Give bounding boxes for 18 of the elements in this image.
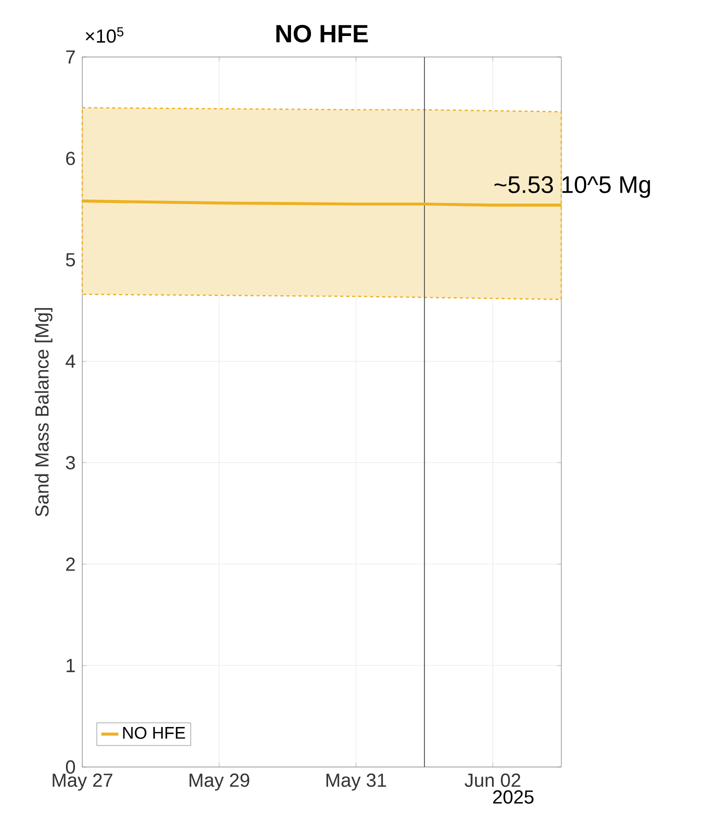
y-tick-label: 4 <box>66 354 76 368</box>
x-tick-label: May 29 <box>190 774 250 791</box>
text: 2025 <box>493 790 534 804</box>
y-tick-label: 6 <box>66 152 75 166</box>
x-tick-label: May 31 <box>326 774 386 791</box>
y-tick-label: 2 <box>66 558 75 571</box>
y-tick-label: 0 <box>66 760 75 774</box>
annotation: ~5.53 10^5 Mg <box>494 176 650 198</box>
chart-title: NO HFE <box>276 24 368 43</box>
y-axis-title: Sand Mass Balance [Mg] <box>34 308 52 516</box>
x-tick-label: May 27 <box>52 774 112 791</box>
y-tick-label: 5 <box>66 253 75 266</box>
y-tick-label: 3 <box>66 456 75 470</box>
y-tick-label: 7 <box>66 50 75 64</box>
y-tick-label: 1 <box>66 659 75 672</box>
legend-label: NO HFE <box>123 726 185 739</box>
x-tick-label: Jun 02 <box>464 774 520 787</box>
text: ×10$^{5}$ <box>86 27 124 43</box>
